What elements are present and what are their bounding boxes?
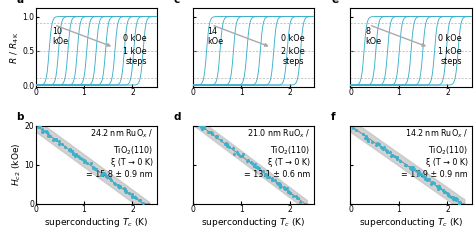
Text: f: f (331, 113, 336, 123)
Text: 1 kOe
steps: 1 kOe steps (123, 47, 147, 67)
X-axis label: superconducting $T_c$ (K): superconducting $T_c$ (K) (359, 216, 463, 229)
Text: b: b (16, 113, 24, 123)
Text: 8
kOe: 8 kOe (365, 27, 381, 46)
Text: ξ (T → 0 K)
= 15.8 ± 0.9 nm: ξ (T → 0 K) = 15.8 ± 0.9 nm (86, 159, 153, 179)
Text: 2 kOe
steps: 2 kOe steps (281, 47, 304, 67)
Text: c: c (173, 0, 180, 5)
Text: d: d (173, 113, 181, 123)
Text: a: a (16, 0, 23, 5)
Text: ξ (T → 0 K)
= 17.9 ± 0.9 nm: ξ (T → 0 K) = 17.9 ± 0.9 nm (401, 159, 468, 179)
Text: 24.2 nm RuO$_x$ /
TiO$_2$(110): 24.2 nm RuO$_x$ / TiO$_2$(110) (90, 128, 153, 157)
Text: 21.0 nm RuO$_x$ /
TiO$_2$(110): 21.0 nm RuO$_x$ / TiO$_2$(110) (247, 128, 310, 157)
Text: 0 kOe: 0 kOe (281, 33, 304, 42)
Text: 0 kOe: 0 kOe (123, 33, 147, 42)
Y-axis label: $R$ / $R_{4\,\rm{K}}$: $R$ / $R_{4\,\rm{K}}$ (8, 31, 21, 64)
Text: e: e (331, 0, 338, 5)
Text: 1 kOe
steps: 1 kOe steps (438, 47, 462, 67)
Y-axis label: $H_{c2}$ (kOe): $H_{c2}$ (kOe) (10, 143, 23, 187)
Text: ξ (T → 0 K)
= 13.1 ± 0.6 nm: ξ (T → 0 K) = 13.1 ± 0.6 nm (244, 159, 310, 179)
X-axis label: superconducting $T_c$ (K): superconducting $T_c$ (K) (44, 216, 148, 229)
X-axis label: superconducting $T_c$ (K): superconducting $T_c$ (K) (201, 216, 306, 229)
Text: 0 kOe: 0 kOe (438, 33, 462, 42)
Text: 10
kOe: 10 kOe (53, 27, 69, 46)
Text: 14.2 nm RuO$_x$ /
TiO$_2$(110): 14.2 nm RuO$_x$ / TiO$_2$(110) (405, 128, 468, 157)
Text: 14
kOe: 14 kOe (208, 27, 224, 46)
